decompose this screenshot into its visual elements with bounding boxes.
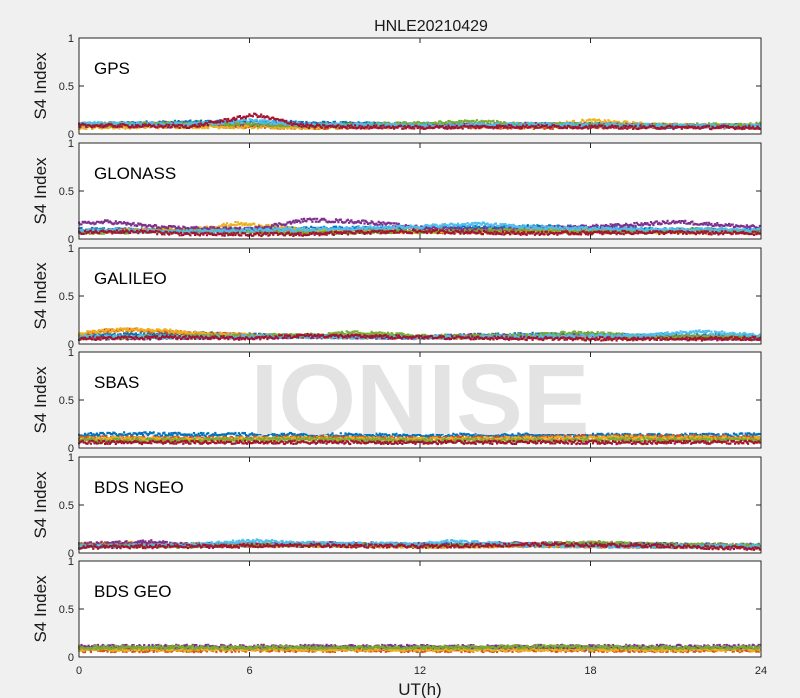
y-tick-label: 1 [68, 556, 74, 568]
scatter-points [78, 118, 761, 130]
y-tick-label: 1 [68, 138, 74, 150]
y-tick-label: 0.5 [59, 291, 74, 303]
y-tick-label: 0.5 [59, 81, 74, 93]
plot-area [79, 561, 761, 657]
y-axis-label: S4 Index [31, 471, 50, 539]
y-axis-label: S4 Index [31, 262, 50, 330]
data-series [78, 118, 761, 130]
plot-area [79, 38, 761, 134]
panel-label: BDS NGEO [94, 478, 184, 497]
y-axis-label: S4 Index [31, 52, 50, 120]
scatter-points [78, 643, 761, 651]
panel-label: BDS GEO [94, 582, 171, 601]
y-tick-label: 1 [68, 452, 74, 464]
data-series [78, 112, 761, 131]
y-tick-label: 0 [68, 443, 74, 455]
plot-area [79, 248, 761, 344]
y-tick-label: 0.5 [59, 604, 74, 616]
scatter-points [78, 221, 761, 235]
x-tick-label: 6 [246, 665, 252, 677]
chart-title: HNLE20210429 [374, 18, 488, 35]
scatter-points [78, 439, 761, 446]
y-tick-label: 0 [68, 339, 74, 351]
data-series [78, 643, 761, 651]
scatter-points [78, 228, 761, 238]
scatter-points [78, 329, 761, 341]
panel-label: GLONASS [94, 164, 176, 183]
panel-5: 0 0.5 1 BDS NGEO S4 Index [31, 452, 762, 560]
scatter-points [78, 122, 761, 130]
panel-label: GALILEO [94, 269, 167, 288]
data-series [78, 228, 761, 238]
scatter-points [78, 434, 761, 443]
y-tick-label: 0 [68, 548, 74, 560]
watermark: IONISE [251, 344, 590, 456]
plot-area [79, 457, 761, 553]
x-tick-label: 18 [584, 665, 596, 677]
y-tick-label: 1 [68, 243, 74, 255]
y-tick-label: 1 [68, 347, 74, 359]
x-tick-label: 12 [414, 665, 426, 677]
y-tick-label: 0.5 [59, 186, 74, 198]
y-tick-label: 0 [68, 652, 74, 664]
data-series [78, 221, 761, 235]
panels-layer: 0 0.5 1 GPS S4 Index 0 0.5 1 GLONASS S4 Index 0 0.5… [31, 33, 767, 677]
x-tick-label: 0 [76, 665, 82, 677]
y-axis-label: S4 Index [31, 366, 50, 434]
panel-4: 0 0.5 1 SBAS S4 Index [31, 347, 762, 455]
panel-label: SBAS [94, 373, 139, 392]
y-axis-label: S4 Index [31, 157, 50, 225]
data-series [78, 329, 761, 341]
panel-2: 0 0.5 1 GLONASS S4 Index [31, 138, 762, 246]
y-tick-label: 0.5 [59, 500, 74, 512]
panel-3: 0 0.5 1 GALILEO S4 Index [31, 243, 762, 351]
data-series [78, 122, 761, 130]
panel-label: GPS [94, 59, 130, 78]
scatter-points [78, 541, 761, 551]
plot-area [79, 352, 761, 448]
panel-1: 0 0.5 1 GPS S4 Index [31, 33, 762, 141]
y-axis-label: S4 Index [31, 575, 50, 643]
y-tick-label: 0 [68, 129, 74, 141]
scatter-points [78, 112, 761, 131]
panel-6: 0 0.5 1 BDS GEO S4 Index [31, 556, 762, 664]
x-tick-label: 24 [755, 665, 767, 677]
y-tick-label: 1 [68, 33, 74, 45]
data-series [78, 439, 761, 446]
y-tick-label: 0.5 [59, 395, 74, 407]
y-tick-label: 0 [68, 234, 74, 246]
data-series [78, 541, 761, 551]
x-axis-label: UT(h) [398, 680, 441, 698]
data-series [78, 434, 761, 443]
